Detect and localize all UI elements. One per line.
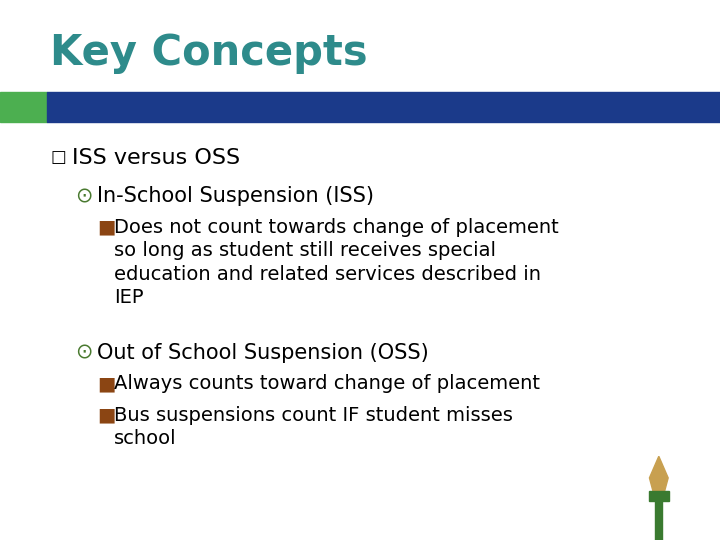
Text: ■: ■	[97, 218, 116, 237]
Text: Does not count towards change of placement
so long as student still receives spe: Does not count towards change of placeme…	[114, 218, 559, 307]
Text: ⊙: ⊙	[76, 186, 93, 206]
Text: □: □	[50, 148, 66, 166]
Text: Always counts toward change of placement: Always counts toward change of placement	[114, 374, 540, 393]
Text: Bus suspensions count IF student misses
school: Bus suspensions count IF student misses …	[114, 406, 513, 448]
Text: ■: ■	[97, 406, 116, 424]
Text: Out of School Suspension (OSS): Out of School Suspension (OSS)	[97, 343, 429, 363]
Text: ■: ■	[97, 374, 116, 393]
Text: Key Concepts: Key Concepts	[50, 32, 368, 74]
Text: ⊙: ⊙	[76, 343, 93, 363]
Text: ISS versus OSS: ISS versus OSS	[72, 148, 240, 168]
Text: In-School Suspension (ISS): In-School Suspension (ISS)	[97, 186, 374, 206]
